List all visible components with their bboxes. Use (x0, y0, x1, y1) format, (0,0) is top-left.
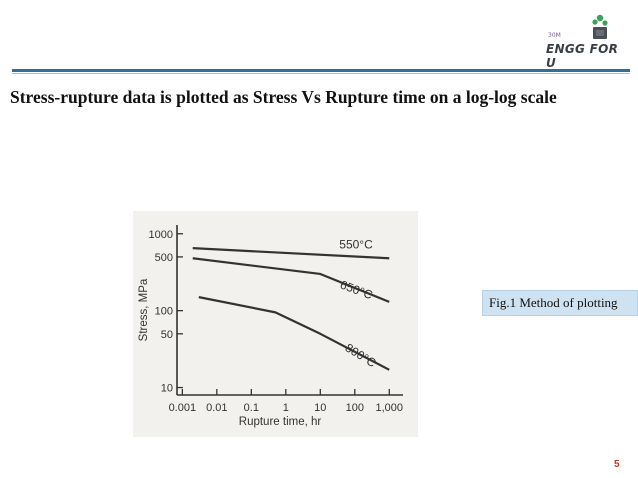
slide-title: Stress-rupture data is plotted as Stress… (10, 87, 557, 107)
y-tick-label: 500 (155, 252, 173, 264)
header-rule-light (12, 73, 630, 74)
plant-icon (592, 14, 608, 39)
logo-small-text: 30M (548, 32, 561, 39)
series-label-2: 800°C (343, 340, 379, 370)
header-rule (12, 69, 630, 72)
stress-rupture-chart: 1000 500 100 50 10 0.001 0.01 0.1 1 10 100 1,000 Rup… (133, 211, 418, 437)
y-tick-label: 100 (155, 306, 173, 318)
brand-logo: 30M ENGG FOR U (544, 14, 624, 70)
x-tick-label: 1,000 (376, 402, 404, 414)
series-line-2 (198, 296, 390, 371)
page-number: 5 (614, 459, 620, 470)
logo-brand-text: ENGG FOR U (546, 42, 619, 70)
series-label-0: 550°C (339, 237, 373, 251)
figure-caption: Fig.1 Method of plotting (482, 290, 638, 316)
chart-svg: 1000 500 100 50 10 0.001 0.01 0.1 1 10 100 1,000 Rup… (138, 225, 404, 428)
y-axis-label: Stress, MPa (138, 278, 150, 341)
series-label-1: 650°C (338, 278, 375, 303)
x-tick-label: 10 (314, 402, 326, 414)
x-axis-label: Rupture time, hr (239, 416, 322, 428)
y-tick-label: 1000 (149, 229, 173, 241)
series-line-0 (192, 247, 390, 260)
y-tick-label: 50 (161, 329, 173, 341)
x-tick-label: 0.001 (169, 402, 197, 414)
series-line-1 (192, 257, 390, 303)
x-tick-label: 0.01 (206, 402, 227, 414)
x-tick-label: 0.1 (244, 402, 259, 414)
x-tick-label: 100 (346, 402, 364, 414)
y-tick-label: 10 (161, 383, 173, 395)
x-tick-label: 1 (283, 402, 289, 414)
